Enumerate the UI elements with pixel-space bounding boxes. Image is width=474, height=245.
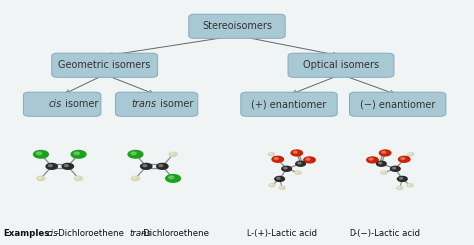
Circle shape (143, 165, 147, 167)
Text: isomer: isomer (62, 99, 99, 109)
Circle shape (304, 157, 315, 163)
Text: Examples:: Examples: (3, 229, 53, 238)
Circle shape (169, 152, 177, 156)
Circle shape (382, 172, 384, 173)
Circle shape (397, 186, 403, 189)
Circle shape (409, 153, 411, 154)
Text: (−) enantiomer: (−) enantiomer (360, 99, 436, 109)
Circle shape (381, 171, 387, 174)
Circle shape (131, 152, 136, 155)
Circle shape (279, 186, 285, 189)
Circle shape (76, 177, 79, 179)
Circle shape (38, 177, 41, 179)
Circle shape (166, 175, 181, 182)
Circle shape (277, 177, 280, 179)
Circle shape (280, 187, 283, 188)
Circle shape (270, 153, 272, 154)
Circle shape (36, 152, 42, 155)
Circle shape (391, 166, 400, 171)
Circle shape (401, 158, 405, 159)
Circle shape (169, 176, 174, 179)
FancyBboxPatch shape (288, 53, 394, 77)
Circle shape (282, 166, 292, 171)
Circle shape (64, 165, 68, 167)
Circle shape (392, 167, 396, 169)
Circle shape (369, 158, 373, 160)
Circle shape (398, 176, 407, 181)
Circle shape (48, 165, 52, 167)
Circle shape (157, 163, 168, 169)
Text: cis: cis (49, 99, 62, 109)
Text: trans: trans (129, 229, 151, 238)
Circle shape (367, 157, 378, 163)
Circle shape (34, 150, 48, 158)
Text: trans: trans (131, 99, 156, 109)
Circle shape (268, 153, 274, 156)
Text: -(−)-Lactic acid: -(−)-Lactic acid (354, 229, 420, 238)
Circle shape (159, 165, 163, 167)
Circle shape (71, 150, 86, 158)
FancyBboxPatch shape (116, 92, 198, 116)
Circle shape (382, 151, 386, 153)
Circle shape (408, 153, 414, 156)
Circle shape (306, 158, 310, 160)
Text: Stereoisomers: Stereoisomers (202, 21, 272, 31)
Circle shape (293, 151, 297, 153)
Circle shape (62, 163, 73, 169)
Text: isomer: isomer (156, 99, 193, 109)
Circle shape (407, 184, 413, 187)
Text: L: L (246, 229, 251, 238)
FancyBboxPatch shape (23, 92, 101, 116)
Circle shape (398, 187, 400, 188)
Text: Optical isomers: Optical isomers (303, 60, 379, 70)
FancyBboxPatch shape (241, 92, 337, 116)
FancyBboxPatch shape (52, 53, 157, 77)
Circle shape (133, 177, 136, 179)
Circle shape (274, 158, 278, 159)
Text: D: D (349, 229, 356, 238)
Circle shape (74, 152, 79, 155)
Circle shape (298, 162, 301, 164)
Circle shape (284, 167, 287, 169)
Circle shape (171, 153, 173, 155)
Text: cis: cis (47, 229, 59, 238)
Circle shape (399, 156, 410, 162)
Circle shape (376, 161, 386, 166)
Circle shape (380, 150, 391, 156)
Circle shape (131, 176, 139, 181)
Circle shape (400, 177, 403, 179)
Circle shape (295, 171, 301, 174)
FancyBboxPatch shape (349, 92, 446, 116)
Circle shape (296, 161, 305, 166)
Circle shape (74, 176, 82, 181)
Circle shape (408, 184, 410, 185)
Text: -(+)-Lactic acid: -(+)-Lactic acid (251, 229, 317, 238)
Circle shape (141, 163, 152, 169)
Text: -Dichloroethene: -Dichloroethene (141, 229, 210, 238)
FancyBboxPatch shape (189, 14, 285, 38)
Circle shape (46, 163, 57, 169)
Text: -Dichloroethene: -Dichloroethene (55, 229, 125, 238)
Circle shape (296, 172, 298, 173)
Circle shape (37, 176, 45, 181)
Text: (+) enantiomer: (+) enantiomer (251, 99, 327, 109)
Circle shape (291, 150, 302, 156)
Circle shape (128, 150, 143, 158)
Circle shape (269, 184, 275, 187)
Circle shape (275, 176, 284, 181)
Circle shape (270, 184, 273, 185)
Circle shape (272, 156, 283, 162)
Circle shape (378, 162, 382, 164)
Text: Geometric isomers: Geometric isomers (58, 60, 151, 70)
